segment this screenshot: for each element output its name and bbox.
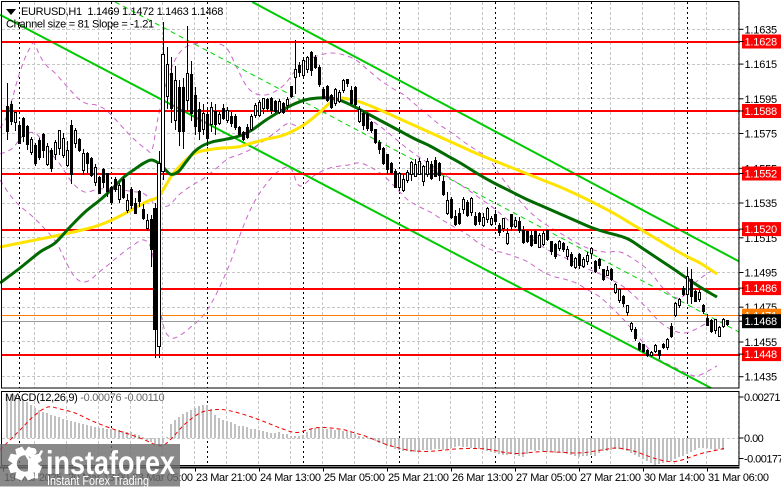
svg-text:instaforex: instaforex [46,444,176,481]
svg-text:25 Mar 21:00: 25 Mar 21:00 [388,472,449,484]
svg-text:31 Mar 06:00: 31 Mar 06:00 [708,472,769,484]
svg-text:27 Mar 21:00: 27 Mar 21:00 [580,472,641,484]
svg-text:1.1435: 1.1435 [745,372,778,384]
svg-text:0.00: 0.00 [744,433,764,445]
svg-text:24 Mar 13:00: 24 Mar 13:00 [260,472,321,484]
svg-text:1.1615: 1.1615 [745,59,778,71]
svg-text:-0.00177: -0.00177 [744,454,781,466]
svg-text:Channel size = 81 Slope = -1.2: Channel size = 81 Slope = -1.21 [6,19,154,31]
svg-text:1.1495: 1.1495 [745,268,778,280]
svg-text:25 Mar 05:00: 25 Mar 05:00 [324,472,385,484]
svg-text:1.1588: 1.1588 [745,106,778,118]
svg-text:1.1455: 1.1455 [745,337,778,349]
svg-text:1.1552: 1.1552 [745,169,778,181]
svg-text:30 Mar 14:00: 30 Mar 14:00 [644,472,705,484]
svg-text:1.1486: 1.1486 [745,283,778,295]
svg-text:EURUSD,H1 1.1469 1.1472 1.146: EURUSD,H1 1.1469 1.1472 1.1463 1.1468 [21,6,223,18]
svg-text:Instant Forex Trading: Instant Forex Trading [47,474,149,488]
svg-text:1.1575: 1.1575 [745,129,778,141]
svg-text:1.1448: 1.1448 [745,349,778,361]
svg-text:MACD(12,26,9) -0.00076 -0.0011: MACD(12,26,9) -0.00076 -0.00110 [5,392,164,404]
svg-text:1.1595: 1.1595 [745,94,778,106]
svg-text:1.1535: 1.1535 [745,198,778,210]
svg-text:1.1520: 1.1520 [745,224,778,236]
svg-text:1.1468: 1.1468 [745,316,778,328]
svg-text:0.00271: 0.00271 [744,392,780,404]
svg-text:26 Mar 13:00: 26 Mar 13:00 [452,472,513,484]
svg-text:27 Mar 05:00: 27 Mar 05:00 [516,472,577,484]
svg-text:23 Mar 21:00: 23 Mar 21:00 [196,472,257,484]
svg-text:1.1628: 1.1628 [745,37,778,49]
svg-text:1.1635: 1.1635 [745,24,778,36]
